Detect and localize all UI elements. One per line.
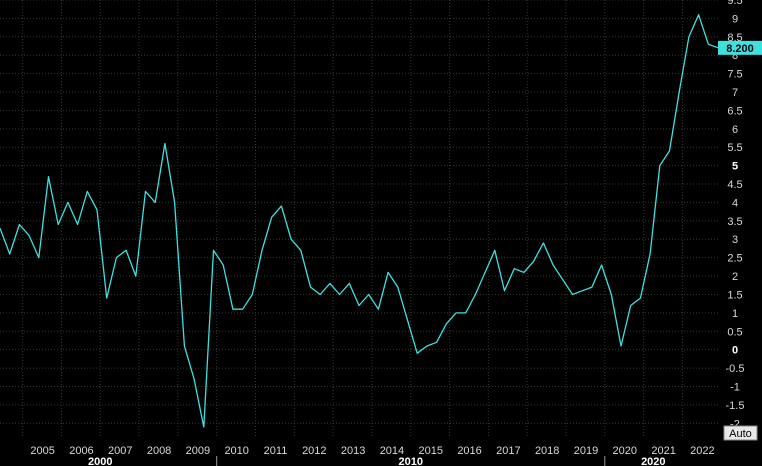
grid-layer — [0, 0, 718, 438]
y-tick-label: 9 — [732, 13, 738, 25]
x-tick-label: 2011 — [264, 445, 288, 457]
y-tick-label: 1 — [732, 308, 738, 320]
x-tick-label: 2019 — [574, 445, 598, 457]
auto-scale-button[interactable] — [723, 425, 758, 441]
y-tick-label: 5 — [732, 161, 738, 173]
x-tick-label: 2006 — [69, 445, 93, 457]
series-layer — [0, 14, 719, 428]
x-tick-label: 2016 — [457, 445, 481, 457]
series-line — [0, 14, 719, 428]
y-tick-label: 2.5 — [727, 253, 742, 265]
y-tick-label: 1.5 — [727, 289, 742, 301]
y-tick-label: 3 — [732, 234, 738, 246]
y-tick-label: 6.5 — [727, 105, 742, 117]
x-tick-label: 2005 — [30, 445, 54, 457]
y-tick-label: 6 — [732, 124, 738, 136]
y-tick-label: 4.5 — [727, 179, 742, 191]
decade-label: 2020 — [641, 456, 665, 466]
x-tick-label: 2013 — [341, 445, 365, 457]
y-tick-label: 7.5 — [727, 69, 742, 81]
y-tick-label: 9.5 — [727, 0, 742, 7]
y-tick-label: 0 — [732, 345, 738, 357]
y-tick-label: 2 — [732, 271, 738, 283]
y-tick-label: -0.5 — [726, 363, 745, 375]
y-tick-label: 4 — [732, 197, 738, 209]
x-axis: 2005 2006 2007 2008 2009 2010 2011 2012 2013 2014… — [30, 445, 715, 466]
last-value-layer: 8.200 Auto — [718, 40, 762, 441]
x-tick-label: 2021 — [651, 445, 675, 457]
y-tick-label: -1.5 — [726, 400, 745, 412]
decade-label: 2010 — [399, 456, 423, 466]
x-tick-label: 2017 — [496, 445, 520, 457]
y-tick-label: 8.5 — [727, 32, 742, 44]
y-tick-label: -2 — [730, 418, 740, 430]
x-tick-label: 2008 — [147, 445, 171, 457]
x-tick-label: 2009 — [186, 445, 210, 457]
x-tick-label: 2007 — [108, 445, 132, 457]
y-tick-label: 7 — [732, 87, 738, 99]
x-tick-label: 2015 — [419, 445, 443, 457]
x-tick-label: 2010 — [224, 445, 248, 457]
x-tick-label: 2022 — [690, 445, 714, 457]
y-tick-label: 0.5 — [727, 326, 742, 338]
x-tick-label: 2014 — [380, 445, 404, 457]
x-tick-label: 2018 — [535, 445, 559, 457]
x-tick-label: 2012 — [302, 445, 326, 457]
decade-label: 2000 — [88, 456, 112, 466]
y-tick-label: -1 — [730, 381, 740, 393]
x-tick-label: 2020 — [613, 445, 637, 457]
last-value-label: 8.200 — [726, 43, 754, 55]
y-axis: -2 -1.5 -1 -0.5 0 0.5 1 1.5 2 2.5 3 3.5 4 4.5 5 5.5 6 6.5… — [726, 0, 745, 430]
y-tick-label: 5.5 — [727, 142, 742, 154]
y-tick-label: 3.5 — [727, 216, 742, 228]
last-value-tag — [718, 40, 762, 55]
auto-scale-label[interactable]: Auto — [729, 428, 752, 440]
y-tick-label: 8 — [732, 50, 738, 62]
